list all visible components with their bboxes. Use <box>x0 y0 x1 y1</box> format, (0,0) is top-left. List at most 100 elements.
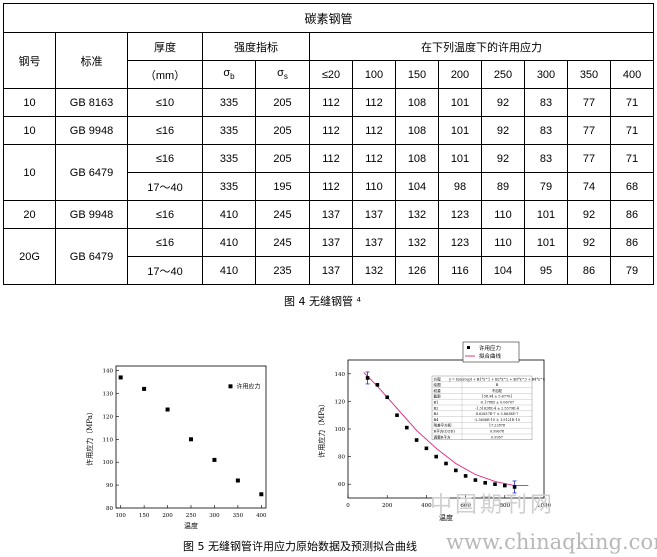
cell-standard: GB 6479 <box>55 144 128 201</box>
y-tick-label: 120 <box>103 414 114 420</box>
cell-stress: 98 <box>438 172 482 201</box>
cell-stress: 137 <box>352 228 396 257</box>
y-axis-label: 许用应力（MPa） <box>85 408 94 466</box>
fit-table-value: B <box>496 383 499 387</box>
y-tick-label: 100 <box>335 427 346 433</box>
cell-sigma-b: 410 <box>202 256 256 285</box>
cell-stress: 71 <box>609 88 655 117</box>
cell-thickness: ≤16 <box>127 116 203 145</box>
header-temp: 150 <box>395 60 439 89</box>
cell-stress: 77 <box>567 144 611 173</box>
cell-grade: 10 <box>3 88 56 117</box>
fit-table-value: 4.62857E-7 ± 3.8638E-7 <box>476 412 519 416</box>
table-row: 17～40 335 195 112 110 104 98 89 79 74 68 <box>4 172 655 201</box>
legend-marker <box>467 346 470 349</box>
cell-sigma-b: 335 <box>202 172 256 201</box>
data-point <box>424 446 429 451</box>
x-tick-label: 0 <box>346 503 350 509</box>
cell-sigma-b: 335 <box>202 88 256 117</box>
legend-box <box>462 341 520 363</box>
data-point <box>444 461 448 466</box>
cell-sigma-b: 335 <box>202 116 256 145</box>
data-point <box>142 386 147 391</box>
cell-stress: 83 <box>524 116 568 145</box>
legend-label: 许用应力 <box>479 344 501 352</box>
cell-stress: 110 <box>481 228 525 257</box>
data-point <box>189 437 193 442</box>
y-tick-label: 130 <box>103 391 114 397</box>
data-point <box>405 425 409 430</box>
cell-stress: 104 <box>395 172 439 201</box>
cell-stress: 112 <box>352 144 396 173</box>
fit-table-key: 绘图 <box>434 382 442 387</box>
header-sigma-s: σs <box>255 60 310 89</box>
fit-table-value: 0.9957 <box>491 435 503 439</box>
cell-stress: 137 <box>309 200 353 229</box>
data-point <box>365 376 370 380</box>
x-axis-label: 温度 <box>439 513 453 522</box>
cell-stress: 101 <box>438 144 482 173</box>
header-sigma-b: σb <box>202 60 256 89</box>
cell-stress: 77 <box>567 88 611 117</box>
cell-sigma-b: 410 <box>202 200 256 229</box>
cell-stress: 89 <box>481 172 525 201</box>
table-row: 17～40 410 235 137 132 126 116 104 95 86 79 <box>4 256 655 285</box>
header-grade: 钢号 <box>3 32 56 89</box>
x-tick-label: 300 <box>209 513 220 519</box>
header-standard: 标准 <box>55 32 128 89</box>
fit-table-value: -0.17885 ± 0.06707 <box>480 401 514 405</box>
data-point <box>483 481 487 485</box>
cell-stress: 108 <box>395 144 439 173</box>
fit-table-key: 截距 <box>434 394 442 399</box>
cell-stress: 123 <box>438 200 482 229</box>
cell-stress: 86 <box>609 200 655 229</box>
cell-stress: 79 <box>609 256 655 285</box>
table-title: 碳素钢管 <box>2 3 655 33</box>
cell-stress: 95 <box>524 256 568 285</box>
cell-stress: 123 <box>438 228 482 257</box>
header-temp: 200 <box>438 60 482 89</box>
allowable-stress-table: 碳素钢管 钢号 标准 厚度 强度指标 在下列温度下的许用应力 （mm） σb σ… <box>2 3 655 285</box>
cell-stress: 68 <box>609 172 655 201</box>
cell-sigma-s: 235 <box>255 256 310 285</box>
cell-thickness: 17～40 <box>127 256 203 285</box>
watermark-chinese: 中国期刊网 <box>430 493 556 518</box>
y-tick-label: 60 <box>338 482 345 488</box>
cell-stress: 126 <box>395 256 439 285</box>
data-point <box>503 483 507 488</box>
cell-stress: 137 <box>309 228 353 257</box>
cell-stress: 92 <box>481 116 525 145</box>
fit-table-key: B2 <box>434 406 439 410</box>
data-point <box>395 413 399 417</box>
data-point <box>235 478 240 483</box>
data-point <box>414 438 419 442</box>
fit-table-key: R平方(COD) <box>434 429 456 434</box>
cell-sigma-s: 205 <box>255 88 310 117</box>
cell-stress: 110 <box>481 200 525 229</box>
data-point <box>473 478 478 482</box>
data-point <box>165 407 170 412</box>
y-axis-label: 许用应力（MPa） <box>317 400 326 458</box>
header-strength: 强度指标 <box>202 32 310 61</box>
cell-standard: GB 9948 <box>55 200 128 229</box>
legend-label: 拟合曲线 <box>479 352 502 360</box>
x-tick-label: 400 <box>256 513 267 519</box>
fit-table-value: 158.94 ± 5.67701 <box>482 395 513 399</box>
cell-stress: 92 <box>567 200 611 229</box>
cell-thickness: ≤10 <box>127 88 203 117</box>
cell-stress: 92 <box>567 228 611 257</box>
x-tick-label: 400 <box>421 503 432 509</box>
cell-stress: 137 <box>309 256 353 285</box>
header-thickness-unit: （mm） <box>127 60 203 89</box>
data-point <box>385 395 389 400</box>
data-point <box>454 468 458 473</box>
header-thickness: 厚度 <box>127 32 203 61</box>
cell-sigma-s: 205 <box>255 116 310 145</box>
y-tick-label: 100 <box>103 460 114 466</box>
cell-stress: 83 <box>524 144 568 173</box>
cell-sigma-b: 410 <box>202 228 256 257</box>
data-point <box>463 474 468 478</box>
cell-thickness: ≤16 <box>127 200 203 229</box>
data-point <box>434 454 438 459</box>
y-tick-label: 80 <box>106 506 113 512</box>
